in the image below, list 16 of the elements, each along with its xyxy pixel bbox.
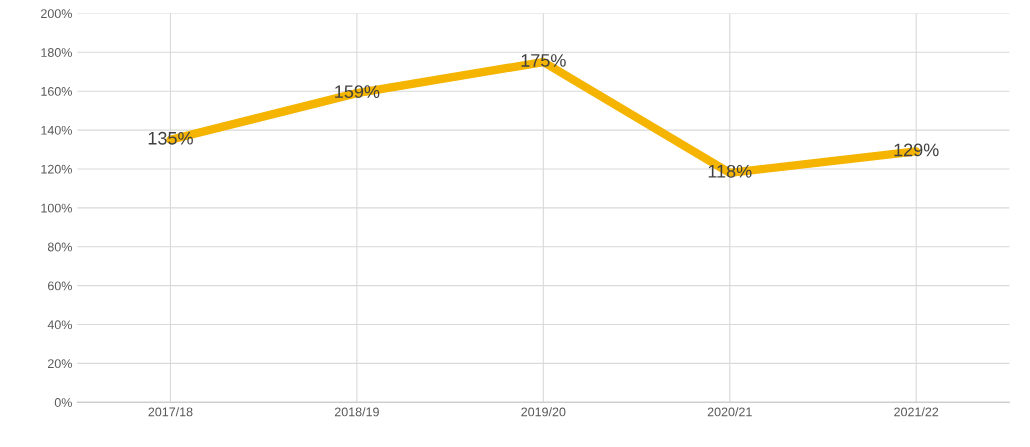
x-tick-label: 2020/21 [707, 407, 752, 417]
y-tick-label: 160% [41, 86, 72, 96]
y-tick-label: 100% [41, 203, 72, 213]
y-tick-label: 200% [41, 9, 72, 19]
y-tick-label: 80% [47, 242, 72, 252]
y-tick-label: 60% [48, 281, 72, 291]
y-tick-label: 20% [48, 359, 72, 369]
y-tick-label: 120% [41, 164, 72, 174]
x-tick-label: 2019/20 [521, 407, 566, 417]
x-tick-label: 2021/22 [894, 407, 939, 417]
y-tick-label: 180% [41, 48, 72, 57]
x-tick-label: 2017/18 [148, 407, 193, 417]
y-tick-label: 40% [47, 320, 72, 330]
y-tick-label: 0% [54, 398, 72, 407]
y-tick-label: 140% [41, 125, 72, 135]
x-tick-label: 2018/19 [334, 407, 379, 417]
